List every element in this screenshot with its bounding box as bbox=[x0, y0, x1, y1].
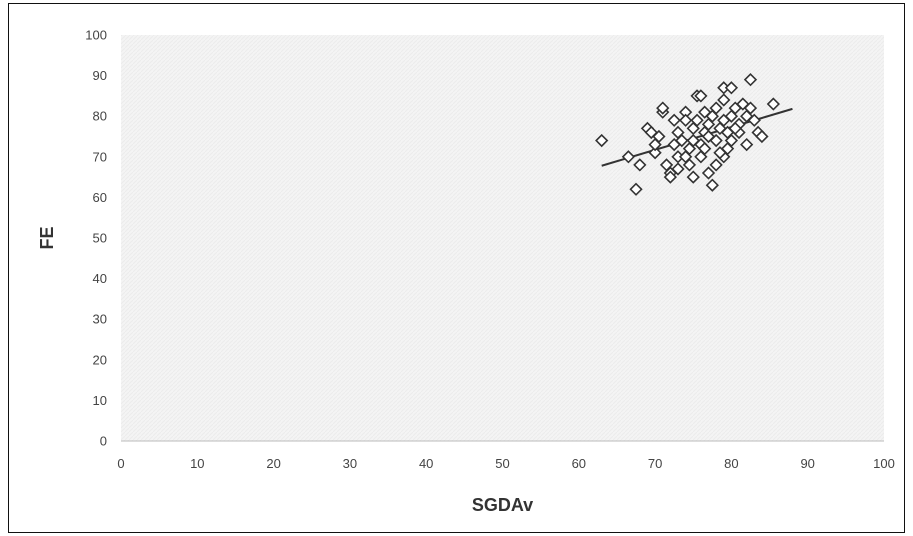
scatter-chart: 0 10 20 30 40 50 60 70 80 90 100 0 10 20 30 40 50 60 70 80 9… bbox=[37, 28, 895, 516]
data-point bbox=[709, 158, 723, 172]
data-point bbox=[648, 146, 662, 160]
data-point bbox=[690, 113, 704, 127]
data-point bbox=[678, 113, 693, 127]
data-point bbox=[728, 121, 742, 136]
data-point bbox=[766, 97, 780, 111]
y-tick-label: 60 bbox=[93, 190, 107, 205]
y-tick-label: 40 bbox=[93, 271, 107, 286]
data-point bbox=[698, 105, 712, 119]
x-tick-label: 90 bbox=[800, 456, 814, 471]
data-point bbox=[648, 137, 662, 152]
data-point bbox=[675, 133, 689, 148]
data-point bbox=[698, 142, 712, 156]
data-point bbox=[671, 162, 685, 176]
chart-frame: 0 10 20 30 40 50 60 70 80 90 100 0 10 20 30 40 50 60 70 80 9… bbox=[8, 3, 905, 533]
data-point bbox=[667, 113, 681, 127]
data-point bbox=[755, 129, 769, 144]
y-tick-label: 100 bbox=[85, 28, 107, 43]
x-tick-label: 60 bbox=[572, 456, 586, 471]
data-point bbox=[724, 133, 739, 148]
data-point bbox=[709, 101, 723, 115]
x-tick-label: 40 bbox=[419, 456, 433, 471]
x-tick-label: 10 bbox=[190, 456, 204, 471]
y-axis-title: FE bbox=[37, 226, 57, 249]
scatter-points bbox=[595, 73, 780, 196]
x-tick-label: 50 bbox=[495, 456, 509, 471]
data-point bbox=[694, 89, 708, 103]
y-tick-label: 70 bbox=[93, 149, 107, 164]
data-point bbox=[678, 150, 693, 164]
data-point bbox=[743, 101, 758, 115]
data-point bbox=[701, 117, 716, 131]
y-tick-label: 20 bbox=[93, 352, 107, 367]
y-tick-label: 30 bbox=[93, 312, 107, 327]
data-point bbox=[705, 178, 719, 192]
data-point bbox=[713, 146, 727, 160]
y-tick-label: 50 bbox=[93, 231, 107, 246]
plot-area bbox=[121, 35, 884, 441]
data-point bbox=[629, 182, 643, 196]
data-point bbox=[743, 73, 758, 87]
data-point bbox=[663, 170, 677, 184]
y-tick-label: 10 bbox=[93, 393, 107, 408]
y-tick-label: 0 bbox=[100, 434, 107, 449]
data-point bbox=[633, 158, 647, 172]
x-tick-label: 70 bbox=[648, 456, 662, 471]
data-point bbox=[747, 113, 761, 127]
y-tick-label: 80 bbox=[93, 109, 107, 124]
x-tick-label: 100 bbox=[873, 456, 895, 471]
data-point bbox=[724, 81, 739, 95]
x-tick-label: 20 bbox=[266, 456, 280, 471]
x-tick-label: 0 bbox=[117, 456, 124, 471]
data-point bbox=[701, 166, 716, 180]
data-point bbox=[717, 93, 731, 107]
data-point bbox=[686, 170, 700, 184]
x-axis-title: SGDAv bbox=[472, 495, 533, 515]
data-point bbox=[621, 150, 636, 164]
x-tick-label: 80 bbox=[724, 456, 738, 471]
data-point bbox=[740, 137, 754, 152]
y-tick-label: 90 bbox=[93, 68, 107, 83]
data-point bbox=[656, 101, 670, 115]
data-point bbox=[709, 133, 723, 148]
tick-labels: 0 10 20 30 40 50 60 70 80 90 100 0 10 20 30 40 50 60 70 80 9… bbox=[85, 28, 895, 472]
data-point bbox=[595, 133, 609, 148]
x-tick-label: 30 bbox=[343, 456, 357, 471]
